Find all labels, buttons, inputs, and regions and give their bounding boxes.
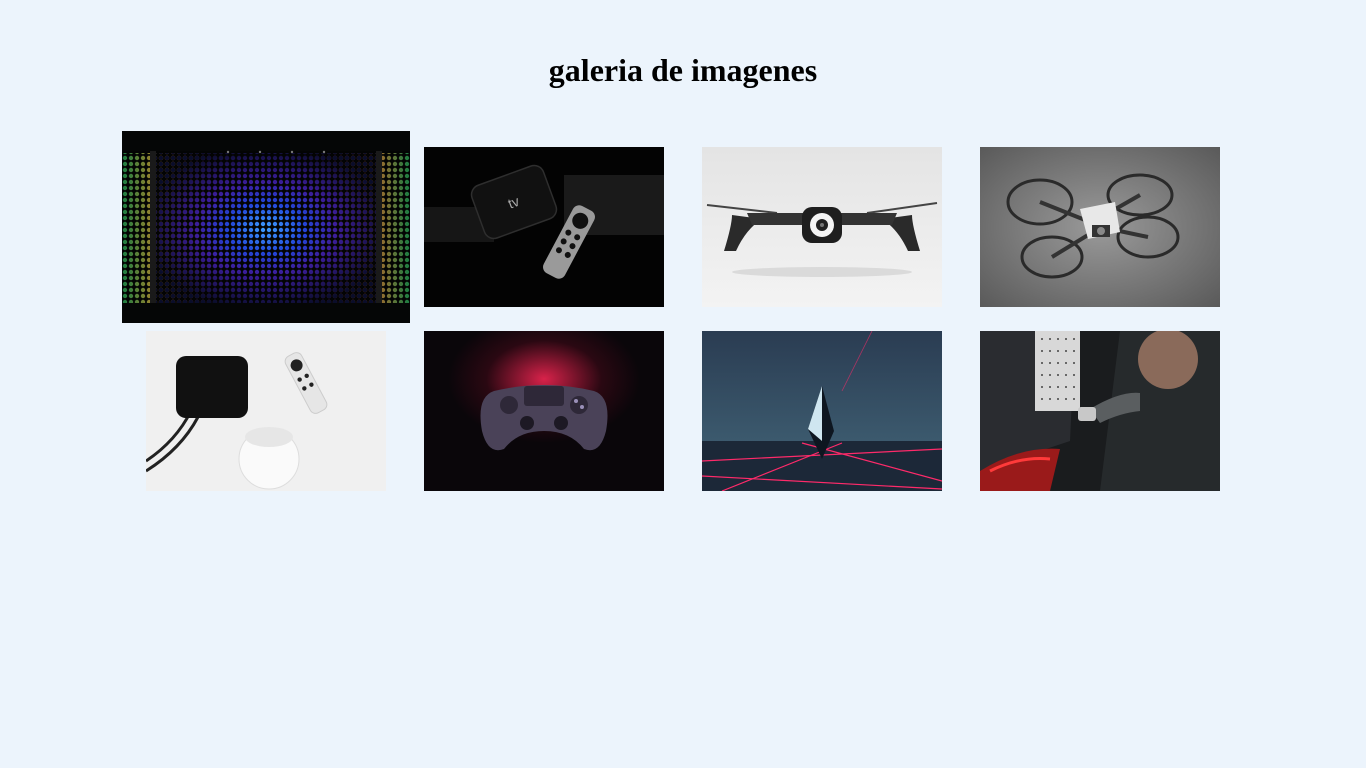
gallery-image-drone[interactable] <box>702 147 942 307</box>
gallery-image-crystal[interactable] <box>702 331 942 491</box>
gallery-image-car-charging[interactable] <box>980 331 1220 491</box>
page-title: galeria de imagenes <box>548 52 818 88</box>
gallery-image-tv-box-speaker[interactable] <box>146 331 386 491</box>
gallery-image-game-controller[interactable] <box>424 331 664 491</box>
svg-text:tv: tv <box>506 193 522 212</box>
gallery-image-mini-drone[interactable] <box>980 147 1220 307</box>
gallery-image-tv-box[interactable]: tv <box>424 147 664 307</box>
gallery-image-speaker[interactable] <box>122 131 410 323</box>
